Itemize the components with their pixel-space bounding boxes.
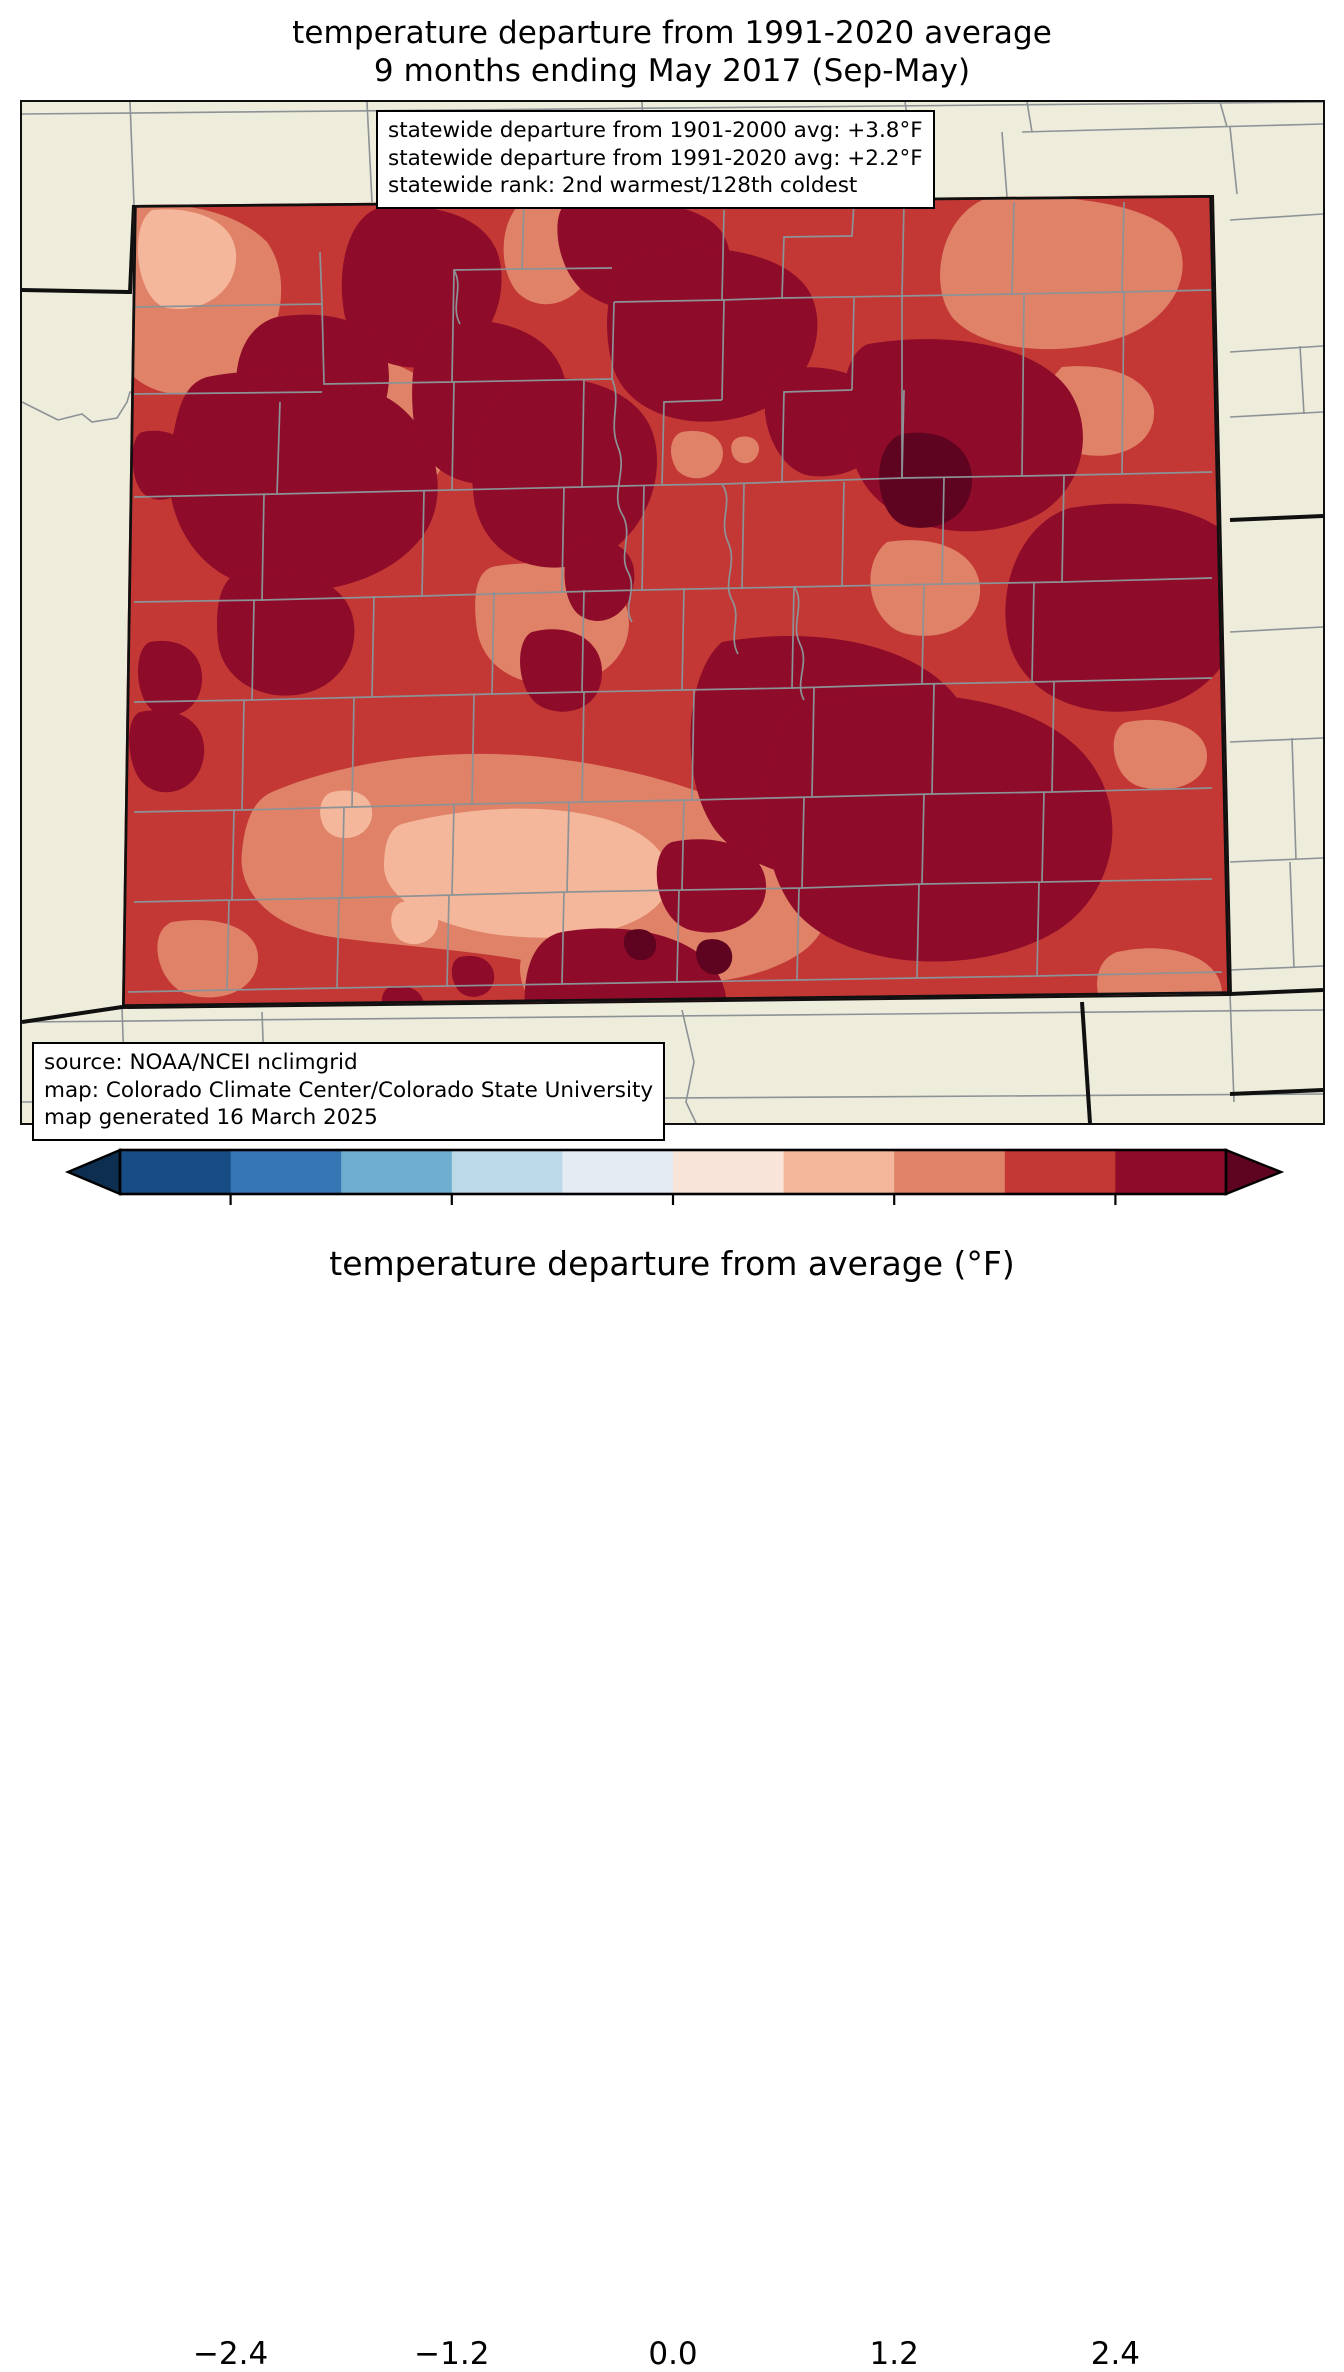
map-canvas [20,100,1325,1125]
colorbar-band-9 [1115,1150,1227,1194]
colorbar-svg [64,1148,1285,1205]
colorbar-tick-label: 1.2 [869,2336,919,2372]
colorbar-over-arrow [1224,1148,1285,1196]
page-title: temperature departure from 1991-2020 ave… [0,14,1344,90]
colorado-county-lines [127,201,1223,993]
statewide-stats-box: statewide departure from 1901-2000 avg: … [376,110,935,209]
colorbar-band-1 [230,1150,342,1194]
colorbar-tick-label: 0.0 [648,2336,698,2372]
colorbar-band-3 [451,1150,563,1194]
anomaly-contour-field [122,195,1230,1007]
colorbar-band-8 [1004,1150,1116,1194]
source-line-2: map: Colorado Climate Center/Colorado St… [44,1077,654,1103]
colorbar-under-arrow [64,1148,122,1196]
colorbar-band-6 [783,1150,895,1194]
colorbar-band-5 [673,1150,785,1194]
colorbar-band-4 [562,1150,674,1194]
colorbar-bands [64,1148,1285,1196]
source-credit-box: source: NOAA/NCEI nclimgrid map: Colorad… [32,1042,666,1141]
colorado-temperature-anomaly-map [22,102,1323,1123]
source-line-3: map generated 16 March 2025 [44,1105,378,1130]
colorbar-band-0 [120,1150,232,1194]
colorbar-tick-label: −2.4 [192,2336,269,2372]
colorbar-band-2 [341,1150,453,1194]
colorbar-tick-label: −1.2 [414,2336,490,2372]
stats-line-2: statewide departure from 1991-2020 avg: … [388,145,923,171]
colorbar-band-7 [894,1150,1006,1194]
stats-line-3: statewide rank: 2nd warmest/128th coldes… [388,173,858,198]
stats-line-1: statewide departure from 1901-2000 avg: … [388,118,923,143]
colorbar-tick-label: 2.4 [1090,2336,1141,2372]
title-line-2: 9 months ending May 2017 (Sep-May) [373,53,971,89]
title-line-1: temperature departure from 1991-2020 ave… [292,15,1052,51]
band-0.6-1.2 [137,209,670,945]
colorbar-ticks [229,1194,1117,1205]
source-line-1: source: NOAA/NCEI nclimgrid [44,1050,358,1075]
colorbar-axis-label: temperature departure from average (°F) [329,1244,1015,1283]
